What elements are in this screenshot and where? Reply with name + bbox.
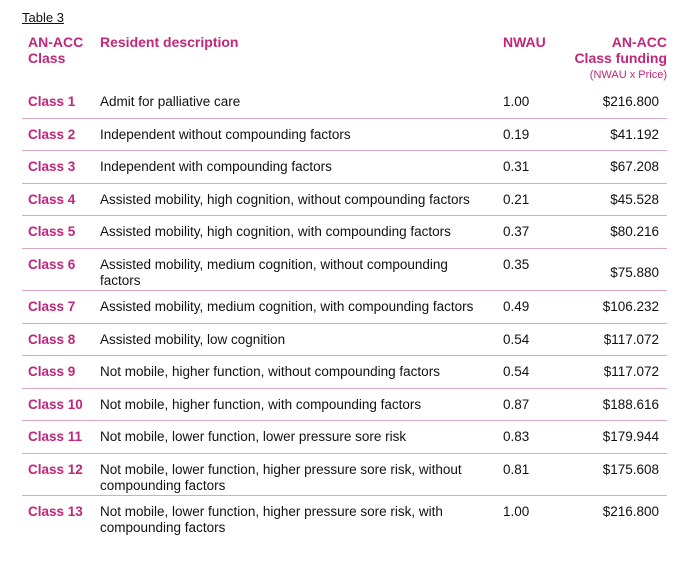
cell-class: Class 4 — [28, 191, 76, 207]
table-body: Class 1 Admit for palliative care 1.00 $… — [22, 86, 667, 538]
header-class-line1: AN-ACC — [28, 34, 84, 50]
table-row: Class 5 Assisted mobility, high cognitio… — [22, 216, 667, 249]
table-caption: Table 3 — [22, 10, 64, 25]
table-row: Class 12 Not mobile, lower function, hig… — [22, 454, 667, 496]
table-row: Class 11 Not mobile, lower function, low… — [22, 421, 667, 454]
cell-description: Assisted mobility, high cognition, with … — [100, 224, 451, 240]
cell-class: Class 12 — [28, 461, 83, 477]
cell-description: Independent with compounding factors — [100, 159, 332, 175]
header-nwau: NWAU — [503, 34, 546, 50]
cell-description: Not mobile, lower function, higher press… — [100, 503, 443, 535]
cell-funding: $179.944 — [602, 429, 659, 445]
table-row: Class 10 Not mobile, higher function, wi… — [22, 389, 667, 422]
cell-description: Assisted mobility, medium cognition, wit… — [100, 298, 474, 314]
cell-funding: $188.616 — [602, 396, 659, 412]
table-row: Class 4 Assisted mobility, high cognitio… — [22, 184, 667, 217]
cell-nwau: 0.31 — [503, 159, 530, 175]
cell-funding: $216.800 — [602, 503, 659, 519]
cell-nwau: 1.00 — [503, 503, 530, 519]
cell-funding: $80.216 — [610, 224, 659, 240]
cell-funding: $75.880 — [610, 264, 659, 280]
cell-class: Class 3 — [28, 159, 76, 175]
table-row: Class 13 Not mobile, lower function, hig… — [22, 496, 667, 538]
cell-funding: $45.528 — [610, 191, 659, 207]
header-funding-line2: Class funding — [574, 50, 667, 66]
cell-description: Not mobile, lower function, lower pressu… — [100, 429, 407, 445]
table-row: Class 9 Not mobile, higher function, wit… — [22, 356, 667, 389]
header-funding-line1: AN-ACC — [611, 34, 667, 50]
cell-nwau: 0.83 — [503, 429, 530, 445]
header-description: Resident description — [100, 34, 239, 50]
cell-class: Class 11 — [28, 429, 83, 445]
header-funding-sub: (NWAU x Price) — [589, 69, 667, 81]
cell-class: Class 9 — [28, 364, 76, 380]
cell-class: Class 13 — [28, 503, 83, 519]
cell-nwau: 0.49 — [503, 298, 530, 314]
table-row: Class 1 Admit for palliative care 1.00 $… — [22, 86, 667, 119]
cell-funding: $216.800 — [602, 94, 659, 109]
table-row: Class 3 Independent with compounding fac… — [22, 151, 667, 184]
header-class-line2: Class — [28, 50, 66, 66]
cell-description: Admit for palliative care — [100, 94, 241, 109]
cell-description: Assisted mobility, medium cognition, wit… — [100, 256, 448, 288]
cell-funding: $67.208 — [610, 159, 659, 175]
table-row: Class 6 Assisted mobility, medium cognit… — [22, 249, 667, 291]
cell-nwau: 0.54 — [503, 364, 530, 380]
cell-nwau: 0.81 — [503, 461, 530, 477]
cell-funding: $117.072 — [603, 364, 659, 380]
cell-description: Not mobile, higher function, with compou… — [100, 396, 422, 412]
cell-nwau: 0.21 — [503, 191, 530, 207]
cell-class: Class 5 — [28, 224, 76, 240]
cell-nwau: 0.54 — [503, 331, 530, 347]
table-row: Class 2 Independent without compounding … — [22, 119, 667, 152]
cell-class: Class 7 — [28, 298, 76, 314]
header-class: AN-ACC Class — [28, 34, 98, 66]
cell-description: Assisted mobility, low cognition — [100, 331, 286, 347]
table-header: AN-ACC Class Resident description NWAU A… — [22, 34, 667, 86]
cell-nwau: 0.37 — [503, 224, 530, 240]
cell-funding: $117.072 — [603, 331, 659, 347]
cell-description: Not mobile, higher function, without com… — [100, 364, 440, 380]
table-row: Class 7 Assisted mobility, medium cognit… — [22, 291, 667, 324]
header-funding: AN-ACC Class funding — [574, 34, 667, 66]
cell-class: Class 8 — [28, 331, 76, 347]
cell-funding: $175.608 — [602, 461, 659, 477]
cell-description: Not mobile, lower function, higher press… — [100, 461, 462, 493]
cell-nwau: 0.19 — [503, 126, 530, 142]
cell-class: Class 10 — [28, 396, 83, 412]
cell-description: Independent without compounding factors — [100, 126, 351, 142]
cell-nwau: 0.87 — [503, 396, 530, 412]
cell-nwau: 1.00 — [503, 94, 530, 109]
cell-funding: $106.232 — [602, 298, 659, 314]
cell-class: Class 1 — [28, 94, 76, 109]
cell-funding: $41.192 — [610, 126, 659, 142]
table-row: Class 8 Assisted mobility, low cognition… — [22, 324, 667, 357]
cell-class: Class 2 — [28, 126, 76, 142]
cell-class: Class 6 — [28, 256, 76, 272]
cell-nwau: 0.35 — [503, 256, 530, 272]
cell-description: Assisted mobility, high cognition, witho… — [100, 191, 470, 207]
